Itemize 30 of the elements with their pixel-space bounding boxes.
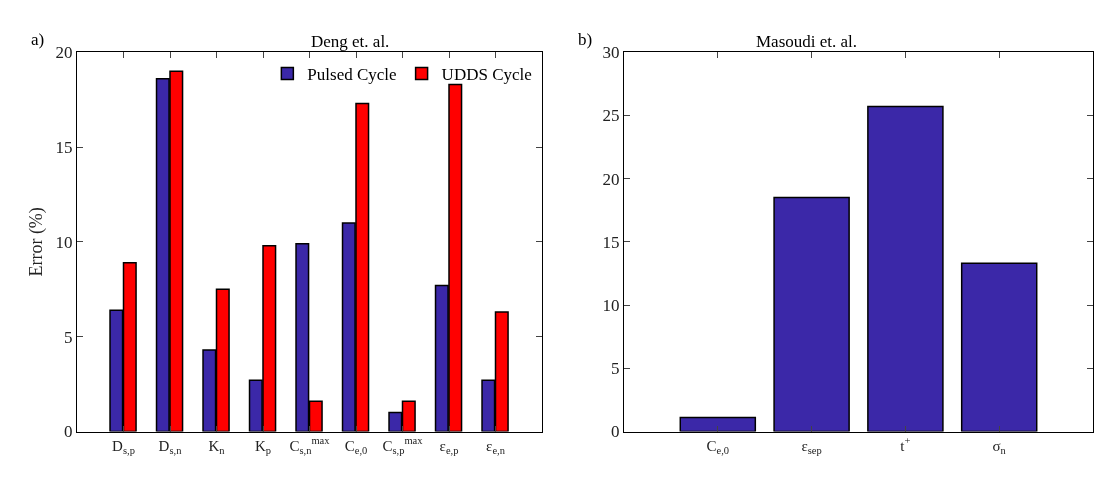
legend-label: UDDS Cycle <box>441 65 532 85</box>
legend-label: Pulsed Cycle <box>307 65 397 85</box>
x-tick-label: K$_{p}$ <box>254 437 272 456</box>
chart-title: Deng et. al. <box>311 32 390 51</box>
text: a) <box>31 30 45 49</box>
y-tick-label: 15 <box>55 137 73 157</box>
x-tick-label: C$_{e,0}$ <box>344 437 368 456</box>
y-tick-label: 25 <box>602 106 620 126</box>
x-tick-label: D$_{s,n}$ <box>158 437 183 456</box>
y-tick-label: 5 <box>611 359 620 379</box>
chart-title: Masoudi et. al. <box>756 32 858 51</box>
x-tick-label: ε$_{e,n}$ <box>486 437 506 456</box>
y-tick-label: 10 <box>602 296 620 316</box>
y-tick-label: 20 <box>55 43 73 63</box>
y-tick-label: 15 <box>602 232 620 252</box>
x-tick-label: ε$_{e,p}$ <box>439 437 459 456</box>
y-tick-label: 5 <box>64 327 73 347</box>
y-tick-label: 30 <box>602 43 620 63</box>
y-tick-label: 0 <box>64 422 73 442</box>
x-tick-label: t$^{+}$ <box>900 435 911 454</box>
x-tick-label: C$_{e,0}$ <box>706 437 730 456</box>
x-tick-label: σ$_{n}$ <box>992 437 1007 456</box>
x-tick-label: K$_{n}$ <box>208 437 226 456</box>
y-tick-label: 20 <box>602 169 620 189</box>
x-tick-label: D$_{s,p}$ <box>112 437 135 456</box>
text: b) <box>578 30 593 49</box>
y-axis-title: Error (%) <box>25 207 47 277</box>
y-tick-label: 0 <box>611 422 620 442</box>
y-tick-label: 10 <box>55 232 73 252</box>
x-tick-label: ε$_{sep}$ <box>801 437 822 456</box>
